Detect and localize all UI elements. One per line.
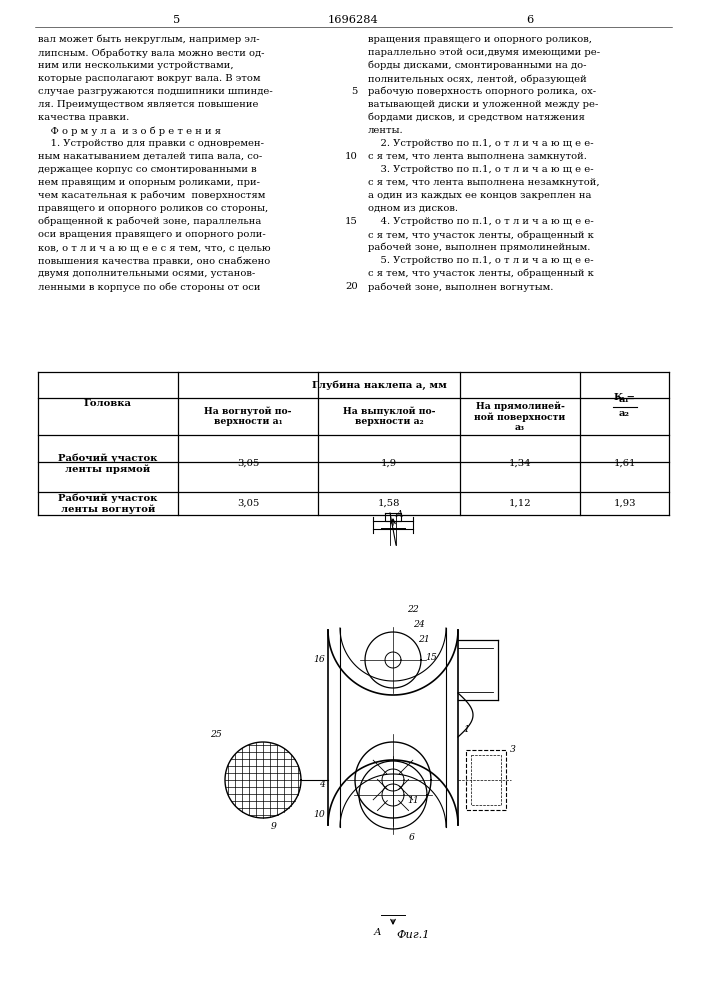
Text: 24: 24 [413,620,425,629]
Text: 3. Устройство по п.1, о т л и ч а ю щ е е-: 3. Устройство по п.1, о т л и ч а ю щ е … [368,165,594,174]
Text: Рабочий участок
ленты вогнутой: Рабочий участок ленты вогнутой [58,493,158,514]
Text: полнительных осях, лентой, образующей: полнительных осях, лентой, образующей [368,74,587,84]
Text: 5: 5 [351,87,358,96]
Text: вращения правящего и опорного роликов,: вращения правящего и опорного роликов, [368,35,592,44]
Text: 21: 21 [418,635,430,644]
Text: А: А [396,510,404,519]
Text: случае разгружаются подшипники шпинде-: случае разгружаются подшипники шпинде- [38,87,273,96]
Text: 1,58: 1,58 [378,499,400,508]
Text: обращенной к рабочей зоне, параллельна: обращенной к рабочей зоне, параллельна [38,217,262,227]
Text: На прямолиней-
ной поверхности
а₃: На прямолиней- ной поверхности а₃ [474,401,566,432]
Text: 3: 3 [510,745,516,754]
Text: 3,05: 3,05 [237,499,259,508]
Text: чем касательная к рабочим  поверхностям: чем касательная к рабочим поверхностям [38,191,265,200]
Text: липсным. Обработку вала можно вести од-: липсным. Обработку вала можно вести од- [38,48,264,57]
Text: На вогнутой по-
верхности а₁: На вогнутой по- верхности а₁ [204,407,292,426]
Text: рабочую поверхность опорного ролика, ох-: рабочую поверхность опорного ролика, ох- [368,87,596,97]
Text: борды дисками, смонтированными на до-: борды дисками, смонтированными на до- [368,61,587,70]
Text: 1696284: 1696284 [327,15,378,25]
Text: повышения качества правки, оно снабжено: повышения качества правки, оно снабжено [38,256,270,265]
Text: ля. Преимуществом является повышение: ля. Преимуществом является повышение [38,100,259,109]
Text: ватывающей диски и уложенной между ре-: ватывающей диски и уложенной между ре- [368,100,598,109]
Text: бордами дисков, и средством натяжения: бордами дисков, и средством натяжения [368,113,585,122]
Text: 1,12: 1,12 [509,499,532,508]
Text: 1,34: 1,34 [509,459,532,468]
Text: 4. Устройство по п.1, о т л и ч а ю щ е е-: 4. Устройство по п.1, о т л и ч а ю щ е … [368,217,594,226]
Text: ним или несколькими устройствами,: ним или несколькими устройствами, [38,61,233,70]
Text: а один из каждых ее концов закреплен на: а один из каждых ее концов закреплен на [368,191,592,200]
Text: 1,9: 1,9 [381,459,397,468]
Text: 10: 10 [313,810,325,819]
Text: с я тем, что лента выполнена замкнутой.: с я тем, что лента выполнена замкнутой. [368,152,587,161]
Text: 20: 20 [345,282,358,291]
Text: 15: 15 [345,217,358,226]
Text: Фиг.1: Фиг.1 [396,930,429,940]
Text: ков, о т л и ч а ю щ е е с я тем, что, с целью: ков, о т л и ч а ю щ е е с я тем, что, с… [38,243,271,252]
Text: 22: 22 [407,605,419,614]
Text: а₂: а₂ [619,408,630,418]
Text: ленты.: ленты. [368,126,404,135]
Text: Рабочий участок
ленты прямой: Рабочий участок ленты прямой [58,453,158,474]
Text: 5: 5 [173,15,180,25]
Text: 2. Устройство по п.1, о т л и ч а ю щ е е-: 2. Устройство по п.1, о т л и ч а ю щ е … [368,139,594,148]
Text: 1,93: 1,93 [613,499,636,508]
Text: ным накатыванием деталей типа вала, со-: ным накатыванием деталей типа вала, со- [38,152,262,161]
Text: 11: 11 [407,796,419,805]
Text: А: А [373,928,381,937]
Text: держащее корпус со смонтированными в: держащее корпус со смонтированными в [38,165,257,174]
Text: а₁: а₁ [619,395,630,404]
Text: 15: 15 [425,653,437,662]
Text: двумя дополнительными осями, установ-: двумя дополнительными осями, установ- [38,269,255,278]
Text: Ф о р м у л а  и з о б р е т е н и я: Ф о р м у л а и з о б р е т е н и я [38,126,221,135]
Text: параллельно этой оси,двумя имеющими ре-: параллельно этой оси,двумя имеющими ре- [368,48,600,57]
Text: К =: К = [614,393,635,402]
Text: с я тем, что участок ленты, обращенный к: с я тем, что участок ленты, обращенный к [368,230,594,239]
Text: 1: 1 [463,725,469,734]
Text: одном из дисков.: одном из дисков. [368,204,458,213]
Text: 6: 6 [527,15,534,25]
Text: ленными в корпусе по обе стороны от оси: ленными в корпусе по обе стороны от оси [38,282,260,292]
Text: 16: 16 [313,655,325,664]
Text: На выпуклой по-
верхности а₂: На выпуклой по- верхности а₂ [343,407,436,426]
Text: рабочей зоне, выполнен вогнутым.: рабочей зоне, выполнен вогнутым. [368,282,554,292]
Text: с я тем, что участок ленты, обращенный к: с я тем, что участок ленты, обращенный к [368,269,594,278]
Text: качества правки.: качества правки. [38,113,129,122]
Text: 3,05: 3,05 [237,459,259,468]
Text: 10: 10 [345,152,358,161]
Text: которые располагают вокруг вала. В этом: которые располагают вокруг вала. В этом [38,74,260,83]
Text: оси вращения правящего и опорного роли-: оси вращения правящего и опорного роли- [38,230,266,239]
Text: 25: 25 [210,730,222,739]
Text: 6: 6 [409,833,415,842]
Text: 1,61: 1,61 [613,459,636,468]
Text: вал может быть некруглым, например эл-: вал может быть некруглым, например эл- [38,35,259,44]
Text: правящего и опорного роликов со стороны,: правящего и опорного роликов со стороны, [38,204,268,213]
Text: Глубина наклепа а, мм: Глубина наклепа а, мм [312,380,446,390]
Text: с я тем, что лента выполнена незамкнутой,: с я тем, что лента выполнена незамкнутой… [368,178,600,187]
Text: 4: 4 [319,780,325,789]
Text: 1. Устройство для правки с одновремен-: 1. Устройство для правки с одновремен- [38,139,264,148]
Text: 9: 9 [271,822,277,831]
Text: Головка: Головка [84,399,132,408]
Text: рабочей зоне, выполнен прямолинейным.: рабочей зоне, выполнен прямолинейным. [368,243,590,252]
Text: нем правящим и опорным роликами, при-: нем правящим и опорным роликами, при- [38,178,260,187]
Text: 5. Устройство по п.1, о т л и ч а ю щ е е-: 5. Устройство по п.1, о т л и ч а ю щ е … [368,256,594,265]
